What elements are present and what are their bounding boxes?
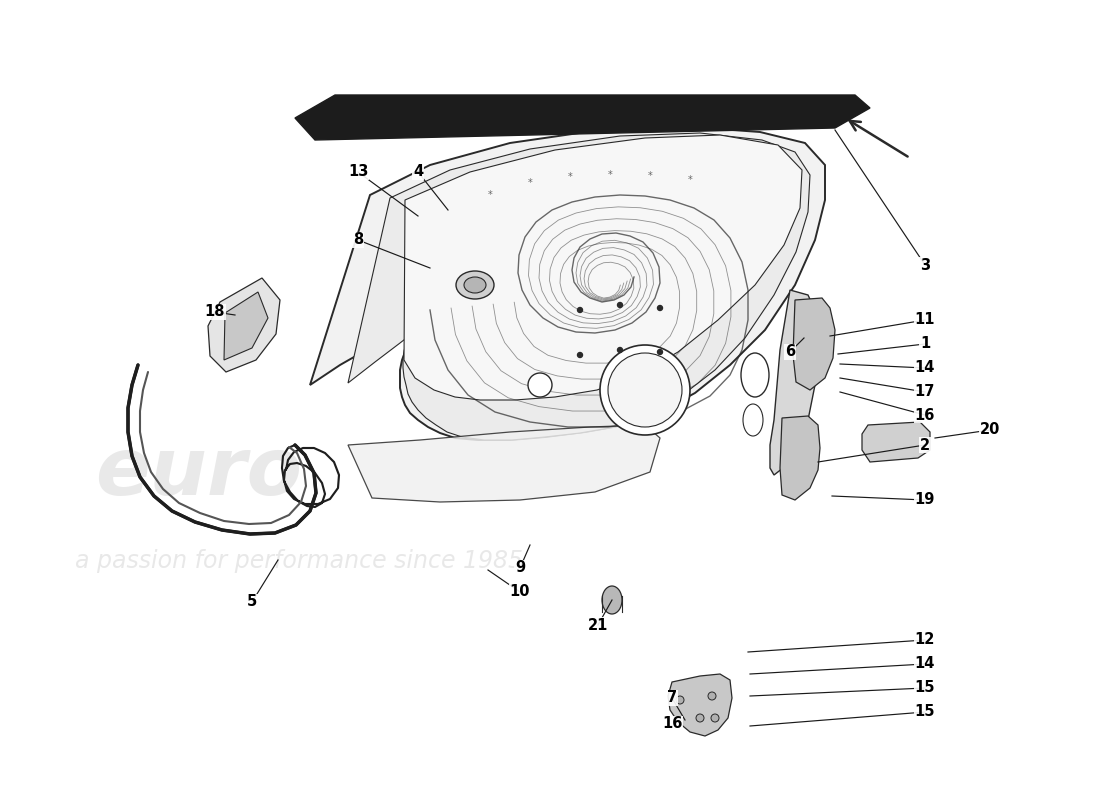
Ellipse shape [741, 353, 769, 397]
Ellipse shape [742, 404, 763, 436]
Text: 4: 4 [412, 165, 424, 179]
Text: 14: 14 [915, 361, 935, 375]
Polygon shape [862, 422, 929, 462]
Circle shape [696, 714, 704, 722]
Polygon shape [348, 425, 660, 502]
Circle shape [528, 373, 552, 397]
Circle shape [578, 353, 583, 358]
Text: 16: 16 [662, 717, 682, 731]
Text: 5: 5 [246, 594, 257, 610]
Polygon shape [310, 127, 825, 440]
Circle shape [711, 714, 719, 722]
Ellipse shape [464, 277, 486, 293]
Text: 19: 19 [915, 493, 935, 507]
Text: 14: 14 [915, 657, 935, 671]
Circle shape [676, 696, 684, 704]
Text: a passion for performance since 1985: a passion for performance since 1985 [75, 549, 522, 573]
Text: 11: 11 [915, 313, 935, 327]
Polygon shape [668, 674, 732, 736]
Polygon shape [404, 135, 802, 400]
Text: *: * [568, 172, 572, 182]
Polygon shape [793, 298, 835, 390]
Text: *: * [688, 175, 692, 185]
Text: 16: 16 [915, 407, 935, 422]
Ellipse shape [602, 586, 621, 614]
Text: euro: euro [95, 434, 301, 512]
Text: 7: 7 [667, 690, 678, 706]
Circle shape [600, 345, 690, 435]
Circle shape [658, 350, 662, 354]
Polygon shape [780, 416, 820, 500]
Text: 15: 15 [915, 705, 935, 719]
Circle shape [578, 307, 583, 313]
Circle shape [617, 302, 623, 307]
Text: 8: 8 [353, 233, 363, 247]
Text: 1: 1 [920, 337, 931, 351]
Text: 2: 2 [920, 438, 931, 453]
Text: 6: 6 [785, 345, 795, 359]
Text: 21: 21 [587, 618, 608, 633]
Text: *: * [528, 178, 532, 188]
Text: 12: 12 [915, 633, 935, 647]
Text: *: * [648, 171, 652, 181]
Text: 10: 10 [509, 585, 530, 599]
Text: 20: 20 [980, 422, 1000, 438]
Polygon shape [770, 290, 818, 475]
Text: 3: 3 [920, 258, 931, 273]
Text: *: * [607, 170, 613, 180]
Circle shape [617, 347, 623, 353]
Text: 15: 15 [915, 681, 935, 695]
Polygon shape [208, 278, 280, 372]
Text: 9: 9 [515, 561, 525, 575]
Polygon shape [224, 292, 268, 360]
Text: 18: 18 [205, 305, 225, 319]
Circle shape [708, 692, 716, 700]
Polygon shape [348, 133, 810, 440]
Text: 17: 17 [915, 385, 935, 399]
Circle shape [608, 353, 682, 427]
Text: 13: 13 [348, 165, 369, 179]
Text: *: * [487, 190, 493, 200]
Polygon shape [295, 95, 870, 140]
Circle shape [658, 306, 662, 310]
Ellipse shape [456, 271, 494, 299]
